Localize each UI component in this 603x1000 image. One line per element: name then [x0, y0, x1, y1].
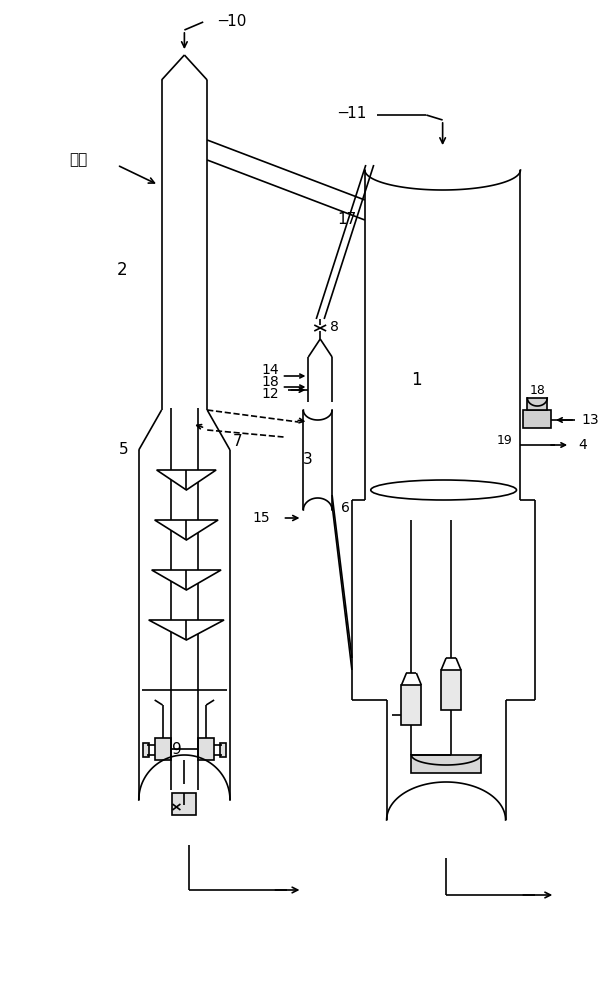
Text: 18: 18: [529, 383, 545, 396]
Bar: [172, 793, 197, 815]
Text: 6: 6: [341, 501, 349, 515]
Text: ─10: ─10: [218, 14, 247, 29]
Bar: [441, 670, 461, 710]
Text: 3: 3: [303, 452, 312, 468]
Text: 1: 1: [411, 371, 421, 389]
Text: 2: 2: [116, 261, 127, 279]
Bar: [402, 685, 421, 725]
Text: 13: 13: [582, 413, 599, 427]
Polygon shape: [154, 520, 218, 540]
Text: 15: 15: [252, 511, 270, 525]
Text: 18: 18: [262, 375, 280, 389]
Bar: [198, 738, 214, 760]
Polygon shape: [157, 470, 216, 490]
Text: 8: 8: [330, 320, 339, 334]
Bar: [154, 738, 171, 760]
Text: 原料: 原料: [69, 152, 87, 167]
Bar: [528, 398, 547, 410]
Text: 17: 17: [337, 213, 356, 228]
Bar: [220, 743, 226, 757]
Bar: [411, 755, 481, 773]
Text: 7: 7: [233, 434, 243, 450]
Text: 4: 4: [578, 438, 587, 452]
Text: 14: 14: [262, 363, 280, 377]
Polygon shape: [152, 570, 221, 590]
Bar: [523, 410, 551, 428]
Polygon shape: [149, 620, 224, 640]
Text: 19: 19: [497, 434, 513, 446]
Bar: [143, 743, 149, 757]
Text: 9: 9: [172, 742, 182, 758]
Text: ─11: ─11: [338, 106, 367, 121]
Text: 12: 12: [262, 387, 280, 401]
Text: 5: 5: [119, 442, 129, 458]
